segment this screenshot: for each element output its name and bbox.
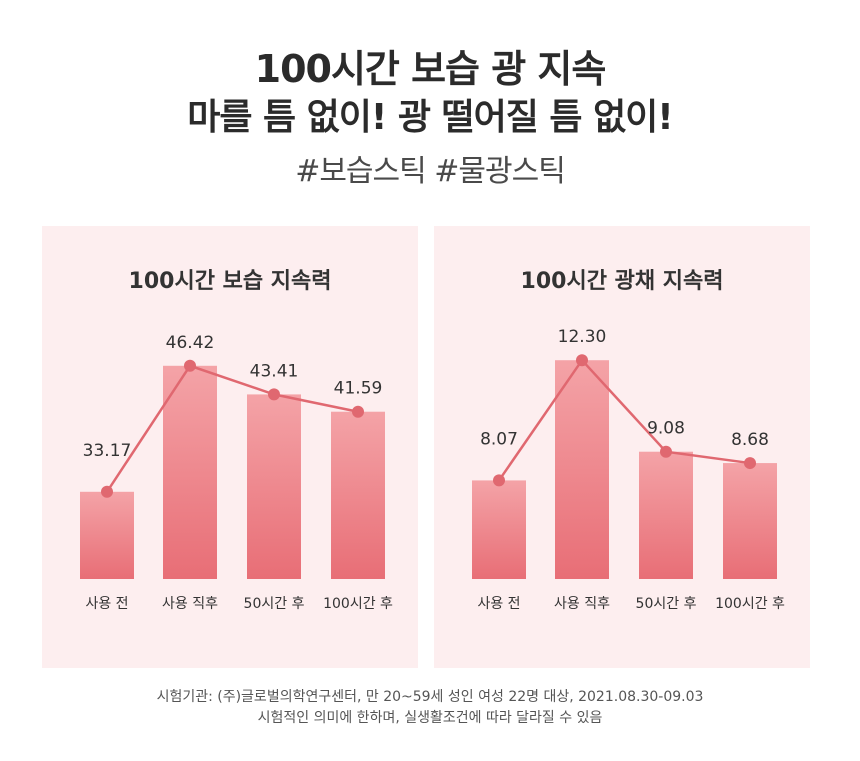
category-label: 100시간 후 <box>715 596 785 612</box>
series-line <box>105 364 359 493</box>
chart-panel-moisture: 100시간 보습 지속력 33.17 사용 전 46.42 사용 직후 43.41 50시간… <box>42 226 418 668</box>
bar <box>247 394 301 579</box>
footnote-line-1: 시험기관: (주)글로벌의학연구센터, 만 20~59세 성인 여성 22명 대… <box>156 689 704 705</box>
data-point <box>660 445 672 458</box>
chart-radiance: 100시간 광채 지속력 8.07 사용 전 12.30 사용 직후 9.08 50시간 후… <box>472 269 785 612</box>
hashtags: #보습스틱 #물광스틱 <box>295 154 566 189</box>
data-label: 46.42 <box>166 333 215 353</box>
footnote-line-2: 시험적인 의미에 한하며, 실생활조건에 따라 달라질 수 있음 <box>257 710 603 726</box>
category-label: 사용 직후 <box>554 596 610 612</box>
bar <box>80 491 134 579</box>
bar <box>723 463 777 579</box>
category-label: 50시간 후 <box>636 596 697 612</box>
series-line <box>497 358 751 482</box>
category-label: 100시간 후 <box>323 596 393 612</box>
bar <box>555 360 609 579</box>
data-point <box>268 388 280 401</box>
data-label: 41.59 <box>334 379 383 399</box>
footnote: 시험기관: (주)글로벌의학연구센터, 만 20~59세 성인 여성 22명 대… <box>0 687 860 729</box>
headline-line-2: 마를 틈 없이! 광 떨어질 틈 없이! <box>187 97 673 138</box>
chart-moisture: 100시간 보습 지속력 33.17 사용 전 46.42 사용 직후 43.41 50시간… <box>80 269 393 612</box>
data-point <box>184 359 196 372</box>
bar <box>639 451 693 579</box>
category-label: 사용 직후 <box>162 596 218 612</box>
chart-panel-radiance: 100시간 광채 지속력 8.07 사용 전 12.30 사용 직후 9.08 50시간 후… <box>434 226 810 668</box>
data-point <box>744 457 756 470</box>
data-label: 33.17 <box>83 441 132 461</box>
data-point <box>493 474 505 487</box>
category-label: 50시간 후 <box>244 596 305 612</box>
bar <box>472 480 526 579</box>
bar <box>331 411 385 579</box>
data-point <box>576 354 588 367</box>
data-label: 9.08 <box>647 419 685 439</box>
headline-line-1: 100시간 보습 광 지속 <box>254 47 607 91</box>
category-label: 사용 전 <box>85 596 128 612</box>
data-point <box>101 485 113 498</box>
data-point <box>352 405 364 418</box>
category-label: 사용 전 <box>477 596 520 612</box>
chart-title: 100시간 광채 지속력 <box>521 269 724 294</box>
bar <box>163 365 217 579</box>
data-label: 8.07 <box>480 429 518 449</box>
chart-title: 100시간 보습 지속력 <box>129 269 332 294</box>
data-label: 8.68 <box>731 430 769 450</box>
data-label: 43.41 <box>250 361 299 381</box>
data-label: 12.30 <box>558 327 607 347</box>
